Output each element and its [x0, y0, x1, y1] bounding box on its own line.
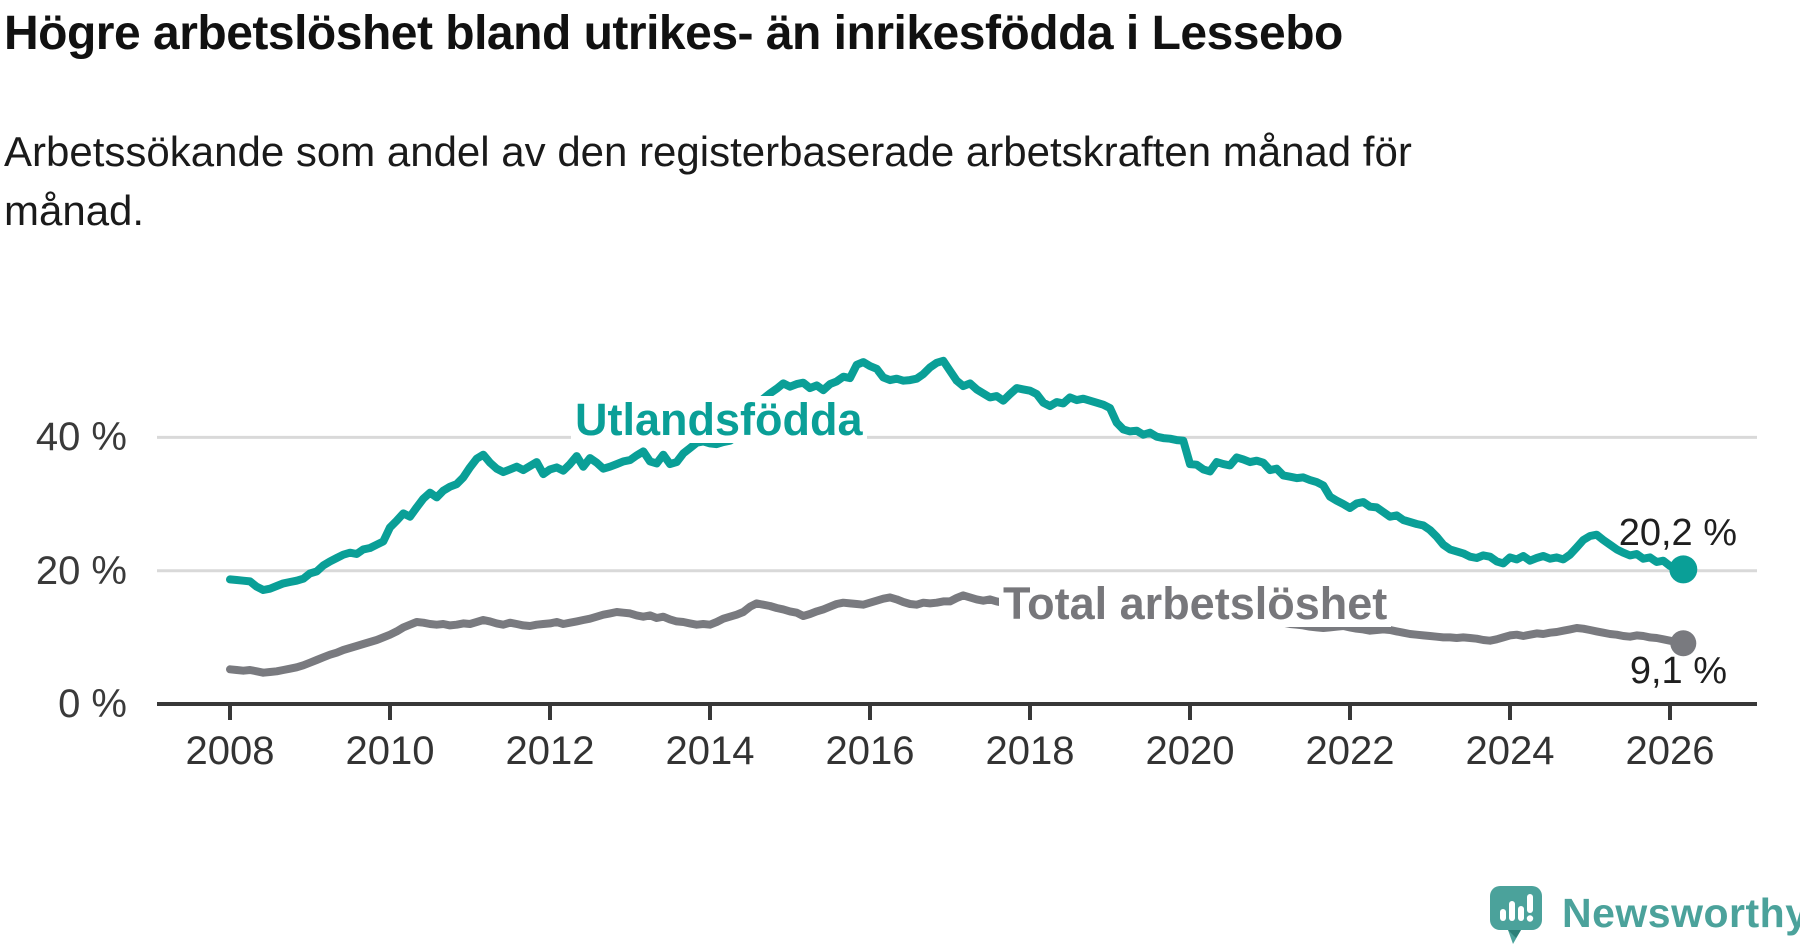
series-layer [226, 356, 1698, 677]
y-tick-label-0: 0 % [58, 682, 127, 726]
page-subtitle: Arbetssökande som andel av den registerb… [4, 128, 1412, 234]
x-tick-label-2026: 2026 [1625, 729, 1715, 773]
end-dot-utlandsfodda [1669, 555, 1698, 584]
y-tick-label-40: 40 % [35, 415, 127, 460]
x-tick-label-2022: 2022 [1305, 729, 1395, 773]
newsworthy-brand-name: Newsworthy [1562, 890, 1800, 936]
x-tick-label-2024: 2024 [1465, 729, 1555, 773]
end-dot-total [1670, 630, 1697, 657]
gridlines-layer [157, 435, 1757, 573]
series-line-utlandsfodda [226, 356, 1688, 594]
series-label-total-arbetsloshet: Total arbetslöshet [999, 580, 1392, 627]
x-tick-label-2014: 2014 [665, 729, 755, 773]
x-tick-label-2020: 2020 [1145, 729, 1235, 773]
x-tick-label-2008: 2008 [185, 729, 275, 773]
end-value-label-utlandsfodda: 20,2 % [1618, 512, 1737, 554]
series-line-total [226, 591, 1688, 677]
logo-bars [1500, 894, 1534, 922]
series-label-utlandsfodda: Utlandsfödda [571, 396, 867, 443]
end-value-label-total: 9,1 % [1629, 650, 1727, 692]
newsworthy-brand: Newsworthy [1490, 886, 1800, 948]
newsworthy-logo-icon [1490, 886, 1542, 944]
page-title: Högre arbetslöshet bland utrikes- än inr… [4, 7, 1343, 60]
y-tick-label-20: 20 % [35, 548, 127, 593]
x-tick-label-2010: 2010 [345, 729, 435, 773]
x-tick-label-2012: 2012 [505, 729, 595, 773]
x-axis-layer [157, 702, 1757, 720]
x-tick-label-2018: 2018 [985, 729, 1075, 773]
x-tick-label-2016: 2016 [825, 729, 915, 773]
